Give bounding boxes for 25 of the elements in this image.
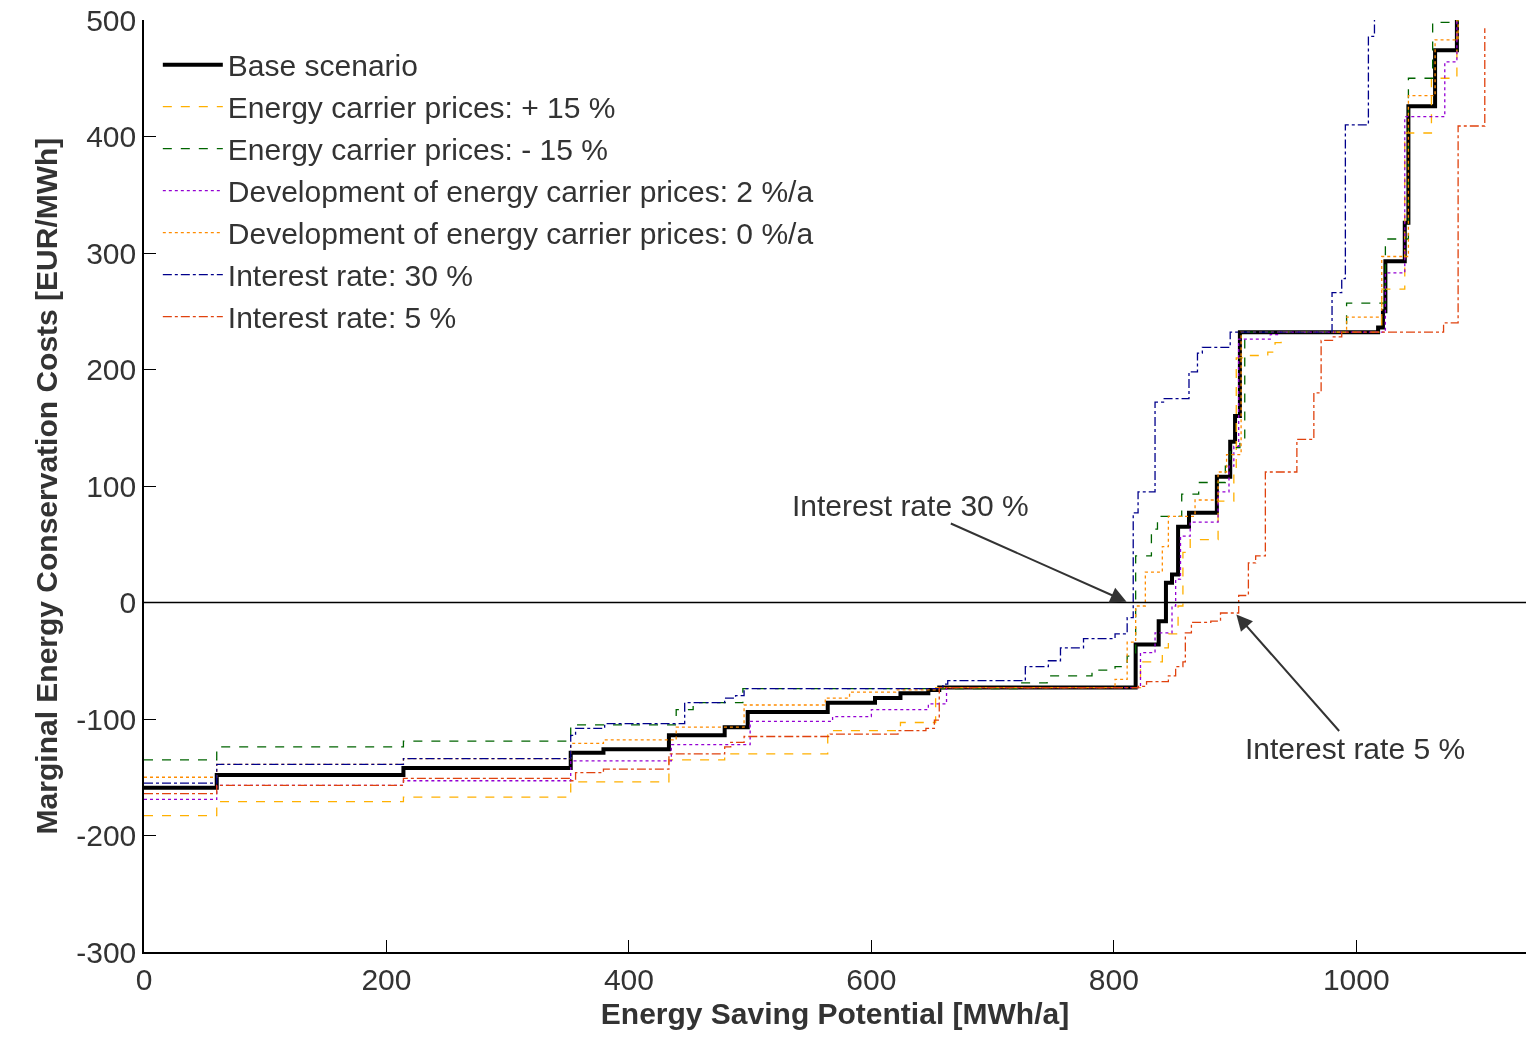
x-tick-label: 800: [1088, 962, 1139, 996]
x-tick-label: 1000: [1322, 962, 1390, 996]
y-tick-label: 300: [86, 236, 137, 270]
legend-label: Interest rate: 5 %: [227, 301, 457, 335]
y-tick-label: -300: [76, 935, 137, 969]
y-tick-label: 200: [86, 353, 137, 386]
y-tick-label: 500: [86, 3, 137, 37]
legend-label: Interest rate: 30 %: [227, 259, 473, 293]
legend-label: Energy carrier prices: - 15 %: [227, 133, 608, 167]
x-axis-title: Energy Saving Potential [MWh/a]: [600, 996, 1070, 1030]
annotation: Interest rate 5 %: [1245, 732, 1466, 765]
legend-label: Development of energy carrier prices: 0 %/a: [227, 217, 814, 251]
x-tick-label: 400: [603, 962, 654, 996]
y-tick-label: -200: [76, 819, 137, 852]
y-tick-label: 100: [86, 469, 137, 503]
annotation: Interest rate 30 %: [792, 489, 1029, 522]
x-tick-label: 200: [361, 962, 412, 996]
legend-label: Base scenario: [227, 49, 418, 83]
legend-label: Energy carrier prices: + 15 %: [227, 91, 616, 125]
y-axis-title: Marginal Energy Conservation Costs [EUR/MWh]: [29, 137, 63, 835]
y-tick-label: 0: [119, 586, 137, 619]
y-tick-label: 400: [86, 120, 137, 153]
y-tick-label: -100: [76, 702, 137, 736]
x-tick-label: 600: [846, 962, 897, 996]
legend-label: Development of energy carrier prices: 2 %/a: [227, 175, 814, 209]
